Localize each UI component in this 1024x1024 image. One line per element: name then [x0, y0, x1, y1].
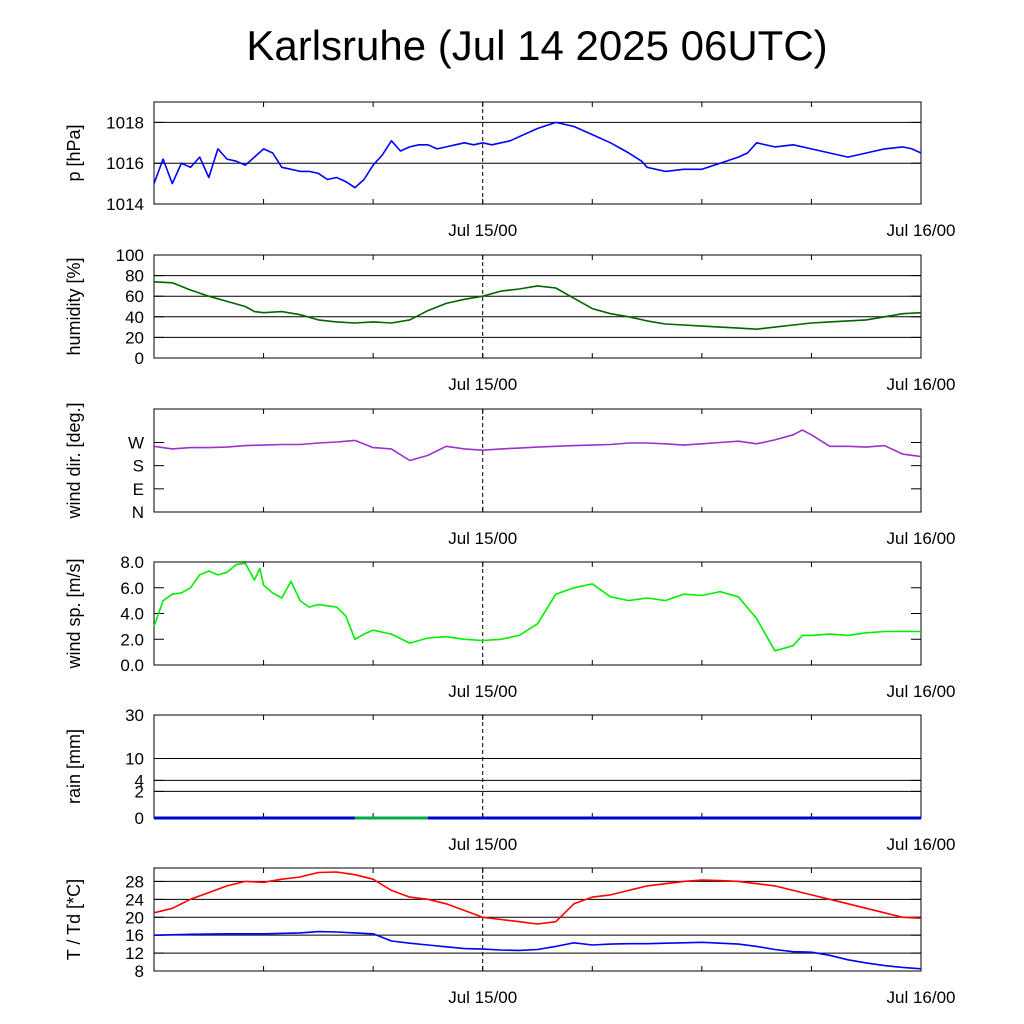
panel-frame	[153, 254, 922, 359]
y-tick-label: E	[133, 480, 144, 499]
panel-frame	[153, 867, 922, 972]
series-line-wind_direction	[153, 429, 922, 462]
y-tick-label: N	[132, 503, 144, 522]
y-axis-label: wind dir. [deg.]	[64, 402, 84, 519]
panel-wind-speed: 0.0 2.0 4.0 6.0 8.0 Jul 15/00 Jul 16/00 wind sp…	[64, 553, 956, 701]
panel-frame	[153, 561, 922, 666]
y-tick-label: 4.0	[120, 605, 144, 624]
panel-rain: 0 24 10 30 Jul 15/00 Jul 16/00 rain [mm]	[64, 706, 956, 854]
y-tick-label: 12	[125, 944, 144, 963]
y-tick-label: 28	[125, 872, 144, 891]
y-tick-label: 0	[135, 809, 144, 828]
x-tick-label: Jul 16/00	[887, 221, 956, 240]
x-tick-label: Jul 16/00	[887, 988, 956, 1007]
y-tick-label: 2	[135, 782, 144, 801]
y-tick-label: 4	[135, 771, 144, 790]
panel-frame	[153, 714, 922, 819]
y-tick-label: 8.0	[120, 553, 144, 572]
x-tick-label: Jul 15/00	[448, 988, 517, 1007]
panel-frame	[153, 408, 922, 513]
x-tick-label: Jul 15/00	[448, 221, 517, 240]
series-line-dewpoint	[153, 930, 922, 970]
y-tick-label: 1014	[106, 195, 144, 214]
y-tick-label: 2.0	[120, 630, 144, 649]
y-tick-label: 8	[135, 962, 144, 981]
y-tick-label: 16	[125, 926, 144, 945]
series-line-pressure	[153, 121, 922, 189]
y-axis-label: p [hPa]	[64, 124, 84, 181]
y-tick-label: W	[128, 433, 144, 452]
x-tick-label: Jul 15/00	[448, 529, 517, 548]
y-tick-label: 6.0	[120, 579, 144, 598]
y-axis-label: rain [mm]	[64, 729, 84, 804]
x-tick-label: Jul 15/00	[448, 835, 517, 854]
x-tick-label: Jul 16/00	[887, 835, 956, 854]
x-tick-label: Jul 16/00	[887, 529, 956, 548]
panel-frame	[153, 101, 922, 205]
page-title: Karlsruhe (Jul 14 2025 06UTC)	[246, 22, 828, 69]
panel-pressure: 1014 1016 1018 Jul 15/00 Jul 16/00 p [hPa]	[64, 101, 956, 240]
series-line-wind_speed	[153, 562, 921, 652]
x-tick-label: Jul 15/00	[448, 682, 517, 701]
y-tick-label: 60	[125, 287, 144, 306]
x-tick-label: Jul 15/00	[448, 375, 517, 394]
y-tick-label: 20	[125, 328, 144, 347]
series-line-temperature	[153, 871, 922, 925]
y-tick-label: 40	[125, 308, 144, 327]
x-tick-label: Jul 16/00	[887, 375, 956, 394]
y-tick-label: 1016	[106, 154, 144, 173]
y-tick-label: 10	[125, 750, 144, 769]
y-axis-label: humidity [%]	[64, 257, 84, 355]
x-tick-label: Jul 16/00	[887, 682, 956, 701]
y-tick-label: 100	[116, 246, 144, 265]
series-line-humidity	[153, 281, 922, 331]
y-tick-label: 0.0	[120, 656, 144, 675]
y-axis-label: T / Td [*C]	[64, 879, 84, 960]
y-tick-label: 80	[125, 267, 144, 286]
y-axis-label: wind sp. [m/s]	[64, 558, 84, 669]
y-tick-label: 30	[125, 706, 144, 725]
y-tick-label: 20	[125, 908, 144, 927]
y-tick-label: 24	[125, 890, 144, 909]
y-tick-label: S	[133, 457, 144, 476]
y-tick-label: 1018	[106, 113, 144, 132]
y-tick-label: 0	[135, 349, 144, 368]
